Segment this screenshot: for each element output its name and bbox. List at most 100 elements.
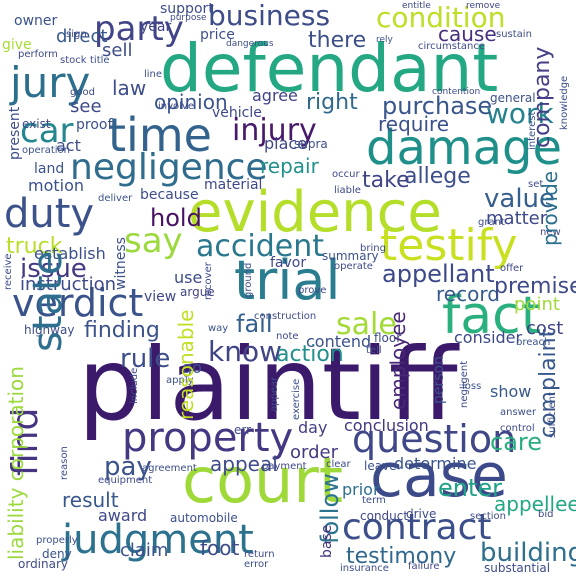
- word-pay: pay: [104, 452, 152, 482]
- word-case: case: [370, 441, 508, 511]
- word-proof: proof: [76, 117, 113, 133]
- word-jury: jury: [10, 58, 91, 107]
- word-car: car: [20, 111, 74, 151]
- word-purpose: purpose: [170, 13, 207, 23]
- word-use: use: [174, 268, 203, 287]
- word-receive: receive: [3, 253, 14, 290]
- word-opinion: opinion: [154, 90, 228, 114]
- word-appellee: appellee: [494, 492, 576, 516]
- word-cause: cause: [438, 22, 497, 46]
- word-sustain: sustain: [496, 29, 532, 40]
- word-construction: construction: [254, 311, 317, 322]
- word-way: way: [208, 323, 229, 334]
- word-summary: summary: [322, 249, 379, 263]
- word-provide: provide: [538, 170, 562, 246]
- word-plaintiff: plaintiff: [78, 326, 458, 443]
- word-cost: cost: [526, 318, 564, 339]
- word-testify: testify: [380, 220, 518, 271]
- word-injury: injury: [232, 113, 317, 148]
- word-sufficient: sufficient: [547, 392, 558, 438]
- word-state: state: [25, 250, 71, 352]
- word-payment: payment: [262, 461, 307, 472]
- word-interest: interest: [527, 111, 538, 150]
- word-value: value: [484, 184, 556, 214]
- word-establish: establish: [34, 244, 106, 263]
- word-clear: clear: [326, 459, 351, 470]
- word-order: order: [290, 442, 338, 463]
- word-time: time: [108, 108, 212, 162]
- word-leave: leave: [364, 459, 397, 473]
- word-ordinary: ordinary: [18, 557, 69, 571]
- word-act: act: [56, 136, 81, 155]
- word-insurance: insurance: [340, 563, 389, 574]
- word-because: because: [140, 187, 199, 203]
- word-say: say: [124, 221, 183, 261]
- word-tell: tell: [366, 345, 382, 356]
- word-exist: exist: [22, 117, 51, 131]
- word-duty: duty: [4, 191, 95, 237]
- word-require: require: [378, 112, 450, 136]
- word-price: price: [200, 27, 235, 43]
- word-note: note: [276, 331, 299, 342]
- word-rule: rule: [120, 344, 171, 374]
- word-involve: involve: [158, 101, 195, 112]
- word-consider: consider: [454, 328, 523, 347]
- word-finding: finding: [84, 318, 160, 343]
- word-operation: operation: [22, 145, 71, 156]
- word-trial: trial: [234, 249, 341, 312]
- word-appeal: appeal: [210, 452, 278, 476]
- word-party: party: [94, 9, 184, 49]
- word-purchase: purchase: [382, 92, 493, 120]
- word-determine: determine: [394, 454, 477, 473]
- word-question: question: [352, 417, 517, 461]
- word-give: give: [2, 37, 32, 53]
- word-floor: floor: [374, 331, 402, 345]
- word-go: go: [182, 358, 202, 377]
- word-knowledge: knowledge: [559, 75, 570, 130]
- word-business: business: [208, 0, 331, 32]
- word-truck: truck: [6, 234, 63, 259]
- word-term: term: [362, 495, 386, 506]
- word-fail: fail: [236, 310, 273, 338]
- word-show: show: [490, 382, 532, 401]
- word-exercise: exercise: [291, 378, 302, 420]
- word-know: know: [208, 335, 282, 368]
- word-breach: breach: [516, 337, 551, 348]
- word-contract: contract: [342, 507, 492, 548]
- word-place: place: [264, 134, 308, 153]
- word-title: title: [90, 55, 110, 66]
- word-line: line: [144, 69, 163, 80]
- word-equipment: equipment: [98, 475, 153, 486]
- word-direct: direct: [56, 26, 108, 47]
- word-failure: failure: [408, 561, 440, 572]
- word-contend: contend: [306, 332, 372, 351]
- word-grant: grant: [478, 217, 505, 228]
- word-new: new: [540, 227, 561, 238]
- word-prior: prior: [342, 480, 380, 499]
- word-operate: operate: [334, 261, 373, 272]
- word-section: section: [470, 511, 507, 522]
- word-remove: remove: [466, 1, 501, 11]
- word-properly: properly: [36, 535, 78, 546]
- word-occur: occur: [332, 169, 360, 180]
- word-prove: prove: [298, 285, 327, 296]
- word-see: see: [70, 96, 102, 117]
- word-substantial: substantial: [484, 561, 551, 575]
- word-award: award: [98, 506, 148, 525]
- word-perform: perform: [18, 49, 58, 60]
- word-entitle: entitle: [402, 1, 431, 11]
- word-argue: argue: [180, 285, 215, 299]
- word-liability-corporation: liability corporation: [4, 366, 28, 560]
- word-enter: enter: [438, 474, 503, 502]
- word-claim: claim: [120, 540, 169, 561]
- word-appellant: appellant: [382, 260, 495, 288]
- word-reasonable: reasonable: [174, 309, 198, 421]
- word-sign: sign: [66, 29, 87, 40]
- word-take: take: [362, 168, 410, 193]
- word-offer: offer: [500, 263, 524, 274]
- word-sell: sell: [102, 40, 133, 61]
- word-verdict: verdict: [12, 281, 144, 325]
- word-sale: sale: [336, 307, 397, 342]
- word-negligence: negligence: [70, 147, 268, 188]
- word-material: material: [204, 177, 263, 193]
